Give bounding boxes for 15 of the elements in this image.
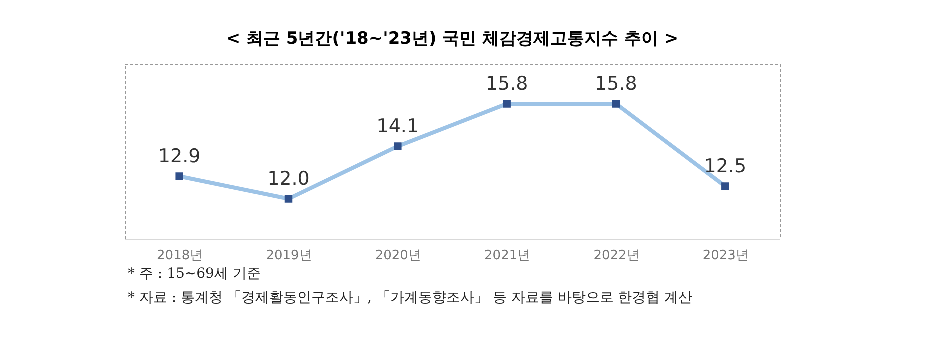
chart-title: < 최근 5년간('18~'23년) 국민 체감경제고통지수 추이 > <box>226 29 679 49</box>
data-label: 12.9 <box>158 146 201 168</box>
data-label: 12.0 <box>268 168 310 190</box>
data-label: 15.8 <box>595 73 638 95</box>
text: * 자료 : 통계청 「경제활동인구조사」, 「가계동향조사」 등 자료를 바탕으로 한경협 계산 <box>128 289 693 308</box>
x-tick-label: 2020년 <box>375 248 422 264</box>
x-tick-label: 2018년 <box>157 248 204 264</box>
x-tick-label: 2019년 <box>266 248 312 264</box>
x-tick-label: 2021년 <box>484 248 531 264</box>
x-tick-label: 2022년 <box>594 248 640 264</box>
text: * 주 : 15~69세 기준 <box>128 265 262 284</box>
data-label: 12.5 <box>704 156 747 178</box>
data-label: 14.1 <box>376 116 420 138</box>
data-label: 15.8 <box>486 73 528 95</box>
x-tick-label: 2023년 <box>702 248 749 264</box>
